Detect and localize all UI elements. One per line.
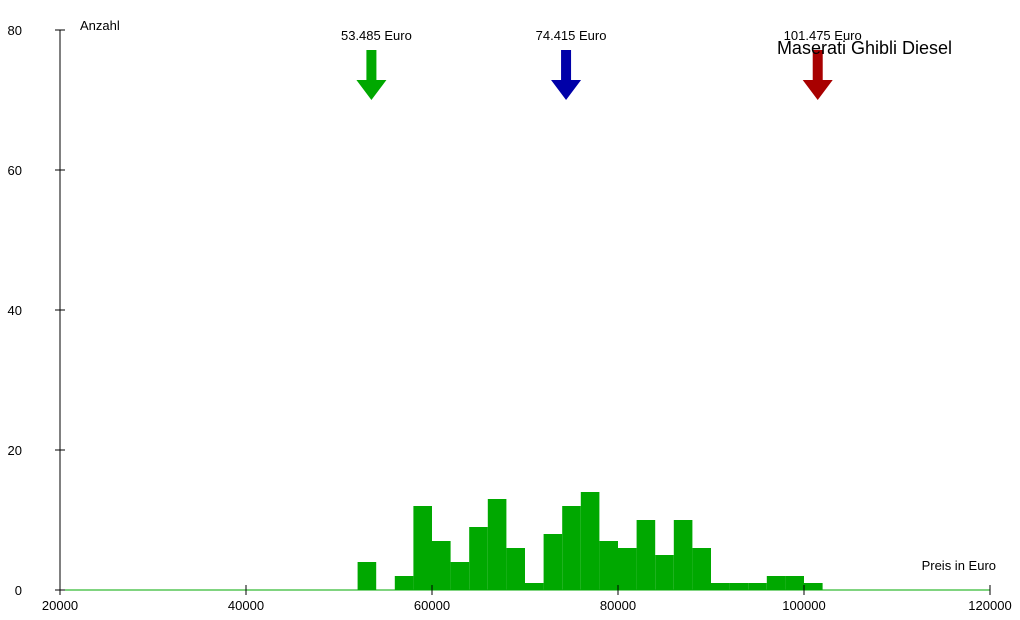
x-tick-label: 100000 xyxy=(782,598,825,613)
histogram-bar xyxy=(413,506,432,590)
y-axis-ticks: 0 20 40 60 80 xyxy=(8,23,65,598)
y-tick-label: 60 xyxy=(8,163,22,178)
histogram-bar xyxy=(692,548,711,590)
price-marker-label: 74.415 Euro xyxy=(536,28,607,43)
histogram-bar xyxy=(450,562,470,590)
x-tick-label: 20000 xyxy=(42,598,78,613)
histogram-bar xyxy=(599,541,618,590)
histogram-bar xyxy=(525,583,544,590)
y-tick-label: 0 xyxy=(15,583,22,598)
histogram-bar xyxy=(432,541,451,590)
y-axis-label: Anzahl xyxy=(80,18,120,33)
histogram-bar xyxy=(543,534,563,590)
x-tick-label: 40000 xyxy=(228,598,264,613)
y-tick-label: 80 xyxy=(8,23,22,38)
histogram-bar xyxy=(711,583,730,590)
histogram-bar xyxy=(394,576,414,590)
histogram-bar xyxy=(580,492,600,590)
price-marker-arrow xyxy=(802,50,833,100)
histogram-bar xyxy=(655,555,674,590)
histogram-bar xyxy=(673,520,693,590)
y-tick-label: 20 xyxy=(8,443,22,458)
histogram-bar xyxy=(562,506,581,590)
histogram-bar xyxy=(804,583,823,590)
x-tick-label: 60000 xyxy=(414,598,450,613)
histogram-bar xyxy=(785,576,804,590)
x-axis-ticks: 20000 40000 60000 80000 100000 120000 xyxy=(42,585,1012,613)
histogram-bar xyxy=(766,576,786,590)
histogram-bars xyxy=(357,492,823,590)
x-tick-label: 120000 xyxy=(968,598,1011,613)
histogram-bar xyxy=(748,583,767,590)
price-marker-arrow xyxy=(551,50,582,100)
y-tick-label: 40 xyxy=(8,303,22,318)
histogram-bar xyxy=(506,548,525,590)
x-tick-label: 80000 xyxy=(600,598,636,613)
price-marker-arrow xyxy=(356,50,387,100)
histogram-bar xyxy=(357,562,377,590)
price-marker-label: 53.485 Euro xyxy=(341,28,412,43)
histogram-bar xyxy=(487,499,507,590)
chart-title: Maserati Ghibli Diesel xyxy=(777,38,952,58)
price-markers: 53.485 Euro 74.415 Euro 101.475 Euro xyxy=(341,28,862,100)
x-axis-label: Preis in Euro xyxy=(922,558,996,573)
price-marker-label: 101.475 Euro xyxy=(784,28,862,43)
histogram-bar xyxy=(469,527,488,590)
histogram-bar xyxy=(636,520,656,590)
histogram-bar xyxy=(618,548,637,590)
histogram-bar xyxy=(729,583,749,590)
